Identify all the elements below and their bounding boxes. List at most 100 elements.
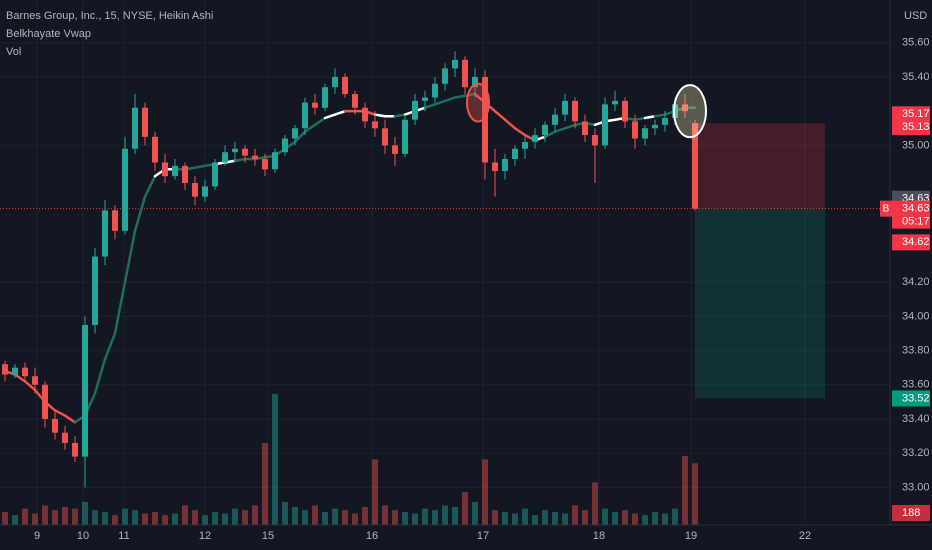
x-tick-label: 18	[593, 530, 605, 542]
candle-body	[402, 119, 408, 154]
candle-body	[662, 117, 668, 125]
volume-label: 188	[902, 507, 920, 519]
price-label-box	[892, 390, 930, 407]
y-tick-label: 33.00	[902, 481, 930, 493]
volume-bar	[322, 511, 328, 525]
vwap-segment	[143, 174, 157, 198]
candle-body	[682, 104, 688, 112]
volume-bar	[672, 508, 678, 525]
volume-bar	[162, 515, 168, 525]
vwap-segment	[23, 380, 37, 392]
candle-body	[292, 128, 298, 139]
y-tick-label: 33.40	[902, 413, 930, 425]
volume-bar	[202, 515, 208, 525]
vwap-segment	[323, 113, 337, 120]
candle-body	[582, 121, 588, 136]
vwap-segment	[653, 113, 667, 118]
candle-body	[482, 76, 488, 163]
volume-bar	[682, 456, 688, 525]
volume-bar	[392, 510, 398, 525]
volume-bar	[542, 510, 548, 525]
vwap-segment	[443, 96, 457, 103]
candle-body	[182, 165, 188, 183]
candle-body	[72, 442, 78, 457]
vwap-segment	[113, 280, 127, 335]
volume-bar	[412, 513, 418, 525]
candle-body	[342, 76, 348, 95]
vwap-segment	[233, 157, 247, 162]
volume-bar	[582, 510, 588, 525]
volume-bar	[622, 510, 628, 525]
price-label: 35.13	[902, 121, 930, 133]
candle-body	[22, 367, 28, 377]
volume-bar	[372, 459, 378, 525]
volume-bar	[512, 513, 518, 525]
candle-body	[272, 152, 278, 170]
volume-bar	[602, 508, 608, 525]
currency-label: USD	[904, 10, 927, 22]
candle-body	[172, 165, 178, 177]
candle-body	[572, 100, 578, 122]
volume-bar	[52, 510, 58, 525]
price-label-box	[892, 200, 930, 229]
candle-body	[262, 159, 268, 170]
candle-body	[412, 100, 418, 120]
x-tick-label: 15	[262, 530, 274, 542]
candle-body	[142, 107, 148, 137]
candle-body	[352, 94, 358, 108]
candle-body	[242, 148, 248, 156]
volume-bar	[572, 505, 578, 525]
volume-bar	[302, 510, 308, 525]
volume-bar	[142, 513, 148, 525]
y-tick-label: 35.00	[902, 139, 930, 151]
vwap-segment	[563, 123, 577, 130]
volume-bar	[72, 508, 78, 525]
volume-bar	[172, 513, 178, 525]
vwap-segment	[453, 94, 467, 99]
volume-bar	[22, 508, 28, 525]
candle-body	[422, 97, 428, 101]
vwap-segment	[103, 332, 117, 361]
candle-body	[512, 148, 518, 160]
highlight-circle	[466, 82, 490, 123]
candle-body	[252, 155, 258, 160]
y-tick-label: 33.60	[902, 379, 930, 391]
volume-bar	[12, 515, 18, 525]
candle-body	[652, 124, 658, 129]
stop-zone	[695, 123, 825, 209]
x-tick-label: 19	[685, 530, 697, 542]
indicator-label: Belkhayate Vwap	[6, 28, 91, 40]
candle-body	[622, 100, 628, 122]
volume-bar	[522, 508, 528, 525]
volume-bar	[92, 510, 98, 525]
volume-bar	[352, 513, 358, 525]
volume-bar	[242, 510, 248, 525]
volume-bar	[552, 511, 558, 525]
grid	[0, 0, 890, 525]
volume-bar	[642, 515, 648, 525]
candle-body	[562, 100, 568, 115]
candle-body	[642, 128, 648, 139]
volume-bar	[632, 513, 638, 525]
candle-body	[552, 114, 558, 125]
candle-body	[632, 121, 638, 139]
vwap-segment	[13, 373, 27, 383]
vwap-segment	[543, 130, 557, 139]
candle-body	[372, 121, 378, 129]
y-tick-label: 33.80	[902, 344, 930, 356]
volume-bar	[182, 505, 188, 525]
candle-body	[472, 76, 478, 88]
candle-body	[62, 432, 68, 443]
vwap-segment	[53, 409, 67, 417]
volume-bar	[222, 513, 228, 525]
volume-bar	[42, 505, 48, 525]
volume-bar	[472, 502, 478, 525]
volume-bar	[232, 508, 238, 525]
vwap-segment	[333, 109, 347, 116]
volume-bar	[442, 505, 448, 525]
candle-body	[52, 418, 58, 433]
price-label: 35.17	[902, 108, 930, 120]
x-tick-label: 16	[366, 530, 378, 542]
volume-bar	[262, 442, 268, 525]
candle-body	[92, 256, 98, 325]
